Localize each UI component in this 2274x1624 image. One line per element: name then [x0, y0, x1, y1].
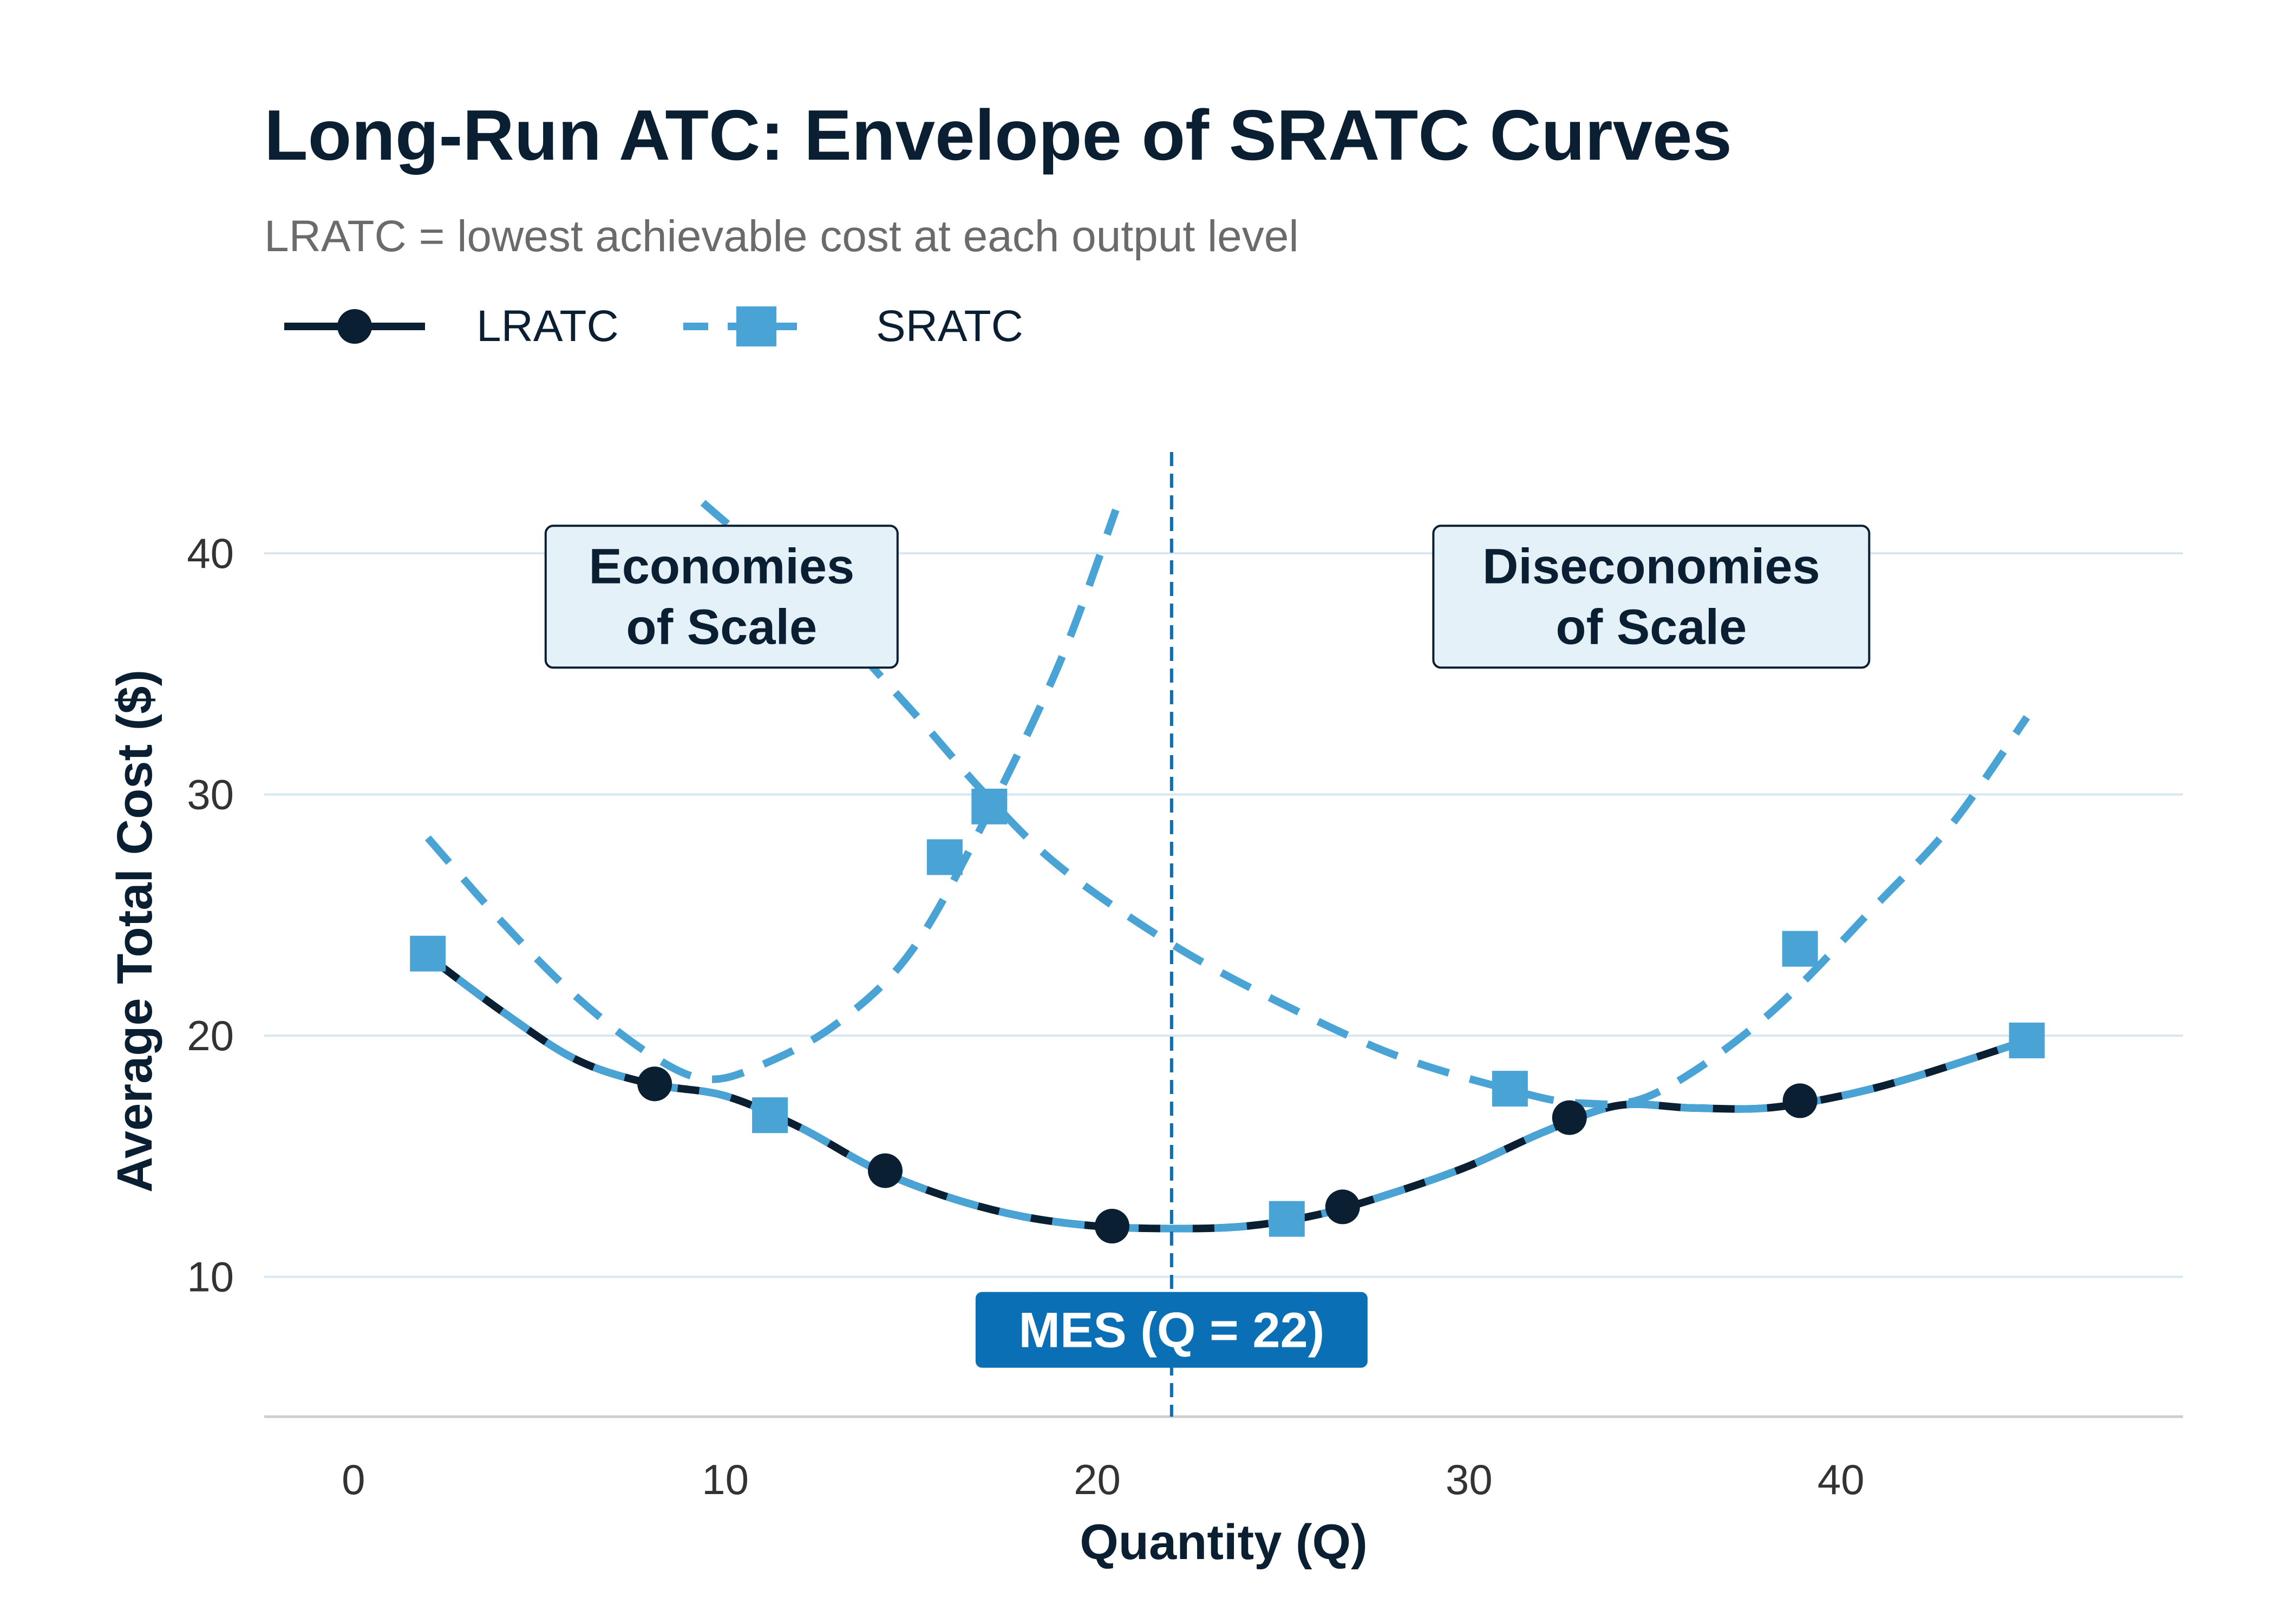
legend-lratc-label: LRATC: [476, 302, 619, 351]
lratc-point: [1094, 1209, 1129, 1244]
mes-reference: MES (Q = 22): [975, 452, 1368, 1417]
y-tick-label: 30: [187, 771, 234, 818]
annotation-label: of Scale: [626, 599, 817, 654]
x-tick-label: 40: [1818, 1456, 1865, 1503]
x-axis: 0 10 20 30 40: [264, 1415, 2183, 1503]
x-tick-label: 20: [1074, 1456, 1121, 1503]
sratc-line-1: [424, 508, 1120, 1083]
legend-sratc-label: SRATC: [876, 302, 1023, 351]
mes-label-box: [975, 1292, 1368, 1368]
series: [410, 500, 2045, 1244]
sratc-point: [1269, 1201, 1305, 1237]
y-tick-label: 40: [187, 529, 234, 577]
legend-lratc-marker: [337, 309, 372, 344]
sratc-point: [410, 935, 446, 972]
sratc-line-2: [700, 500, 2030, 1108]
lratc-point: [1782, 1083, 1818, 1118]
lratc-point: [867, 1153, 903, 1188]
lratc-point: [637, 1066, 672, 1102]
annotation-label: Economies: [589, 539, 854, 594]
annotation-label: of Scale: [1556, 599, 1747, 654]
y-tick-label: 10: [187, 1253, 234, 1301]
y-tick-label: 20: [187, 1012, 234, 1059]
x-tick-label: 30: [1446, 1456, 1493, 1503]
y-axis-title: Average Total Cost ($): [107, 670, 162, 1193]
annotation-box: [1432, 525, 1871, 669]
legend: LRATC SRATC: [284, 302, 1023, 351]
sratc-point: [752, 1097, 788, 1134]
annotation-label: Diseconomies: [1482, 539, 1820, 594]
sratc-point: [1782, 931, 1818, 967]
sratc-point: [926, 839, 963, 875]
x-axis-title: Quantity (Q): [1080, 1515, 1368, 1570]
sratc-point: [1492, 1071, 1528, 1107]
y-axis: 10 20 30 40: [187, 529, 234, 1301]
annotation-box: [544, 525, 899, 669]
legend-sratc-marker: [736, 306, 776, 346]
sratc-point: [971, 788, 1008, 824]
lratc-point: [1552, 1100, 1587, 1135]
sratc-point: [2009, 1023, 2045, 1059]
chart-title: Long-Run ATC: Envelope of SRATC Curves: [264, 95, 1732, 175]
sratc-overlay-line: [426, 953, 2028, 1233]
mes-label: MES (Q = 22): [1018, 1303, 1324, 1358]
chart-subtitle: LRATC = lowest achievable cost at each o…: [264, 212, 1299, 261]
x-tick-label: 10: [702, 1456, 749, 1503]
lratc-point: [1325, 1189, 1360, 1224]
x-tick-label: 0: [342, 1456, 365, 1503]
